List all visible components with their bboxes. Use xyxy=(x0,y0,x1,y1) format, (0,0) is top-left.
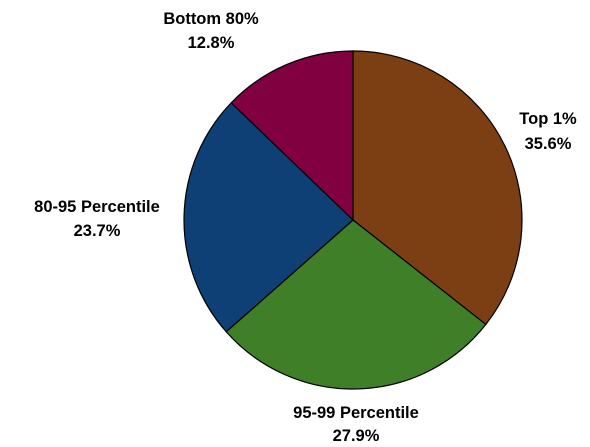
slice-name-label: Top 1% xyxy=(519,110,577,128)
slice-value-label: 12.8% xyxy=(188,34,235,52)
slice-name-label: Bottom 80% xyxy=(163,10,259,28)
slice-name-label: 80-95 Percentile xyxy=(34,198,160,216)
pie-labels: Top 1% 35.6% 95-99 Percentile 27.9% 80-95 Pe… xyxy=(34,10,577,445)
slice-value-label: 35.6% xyxy=(525,135,572,153)
pie-slice-bottom-80 xyxy=(230,50,354,222)
pie-slice-top-1 xyxy=(352,50,523,326)
pie-slice-80-95-percentile xyxy=(183,101,354,333)
pie-slice-95-99-percentile xyxy=(225,219,487,390)
slice-name-label: 95-99 Percentile xyxy=(293,404,419,422)
pie-slices xyxy=(183,50,523,390)
slice-value-label: 27.9% xyxy=(333,427,380,445)
slice-value-label: 23.7% xyxy=(74,222,121,240)
